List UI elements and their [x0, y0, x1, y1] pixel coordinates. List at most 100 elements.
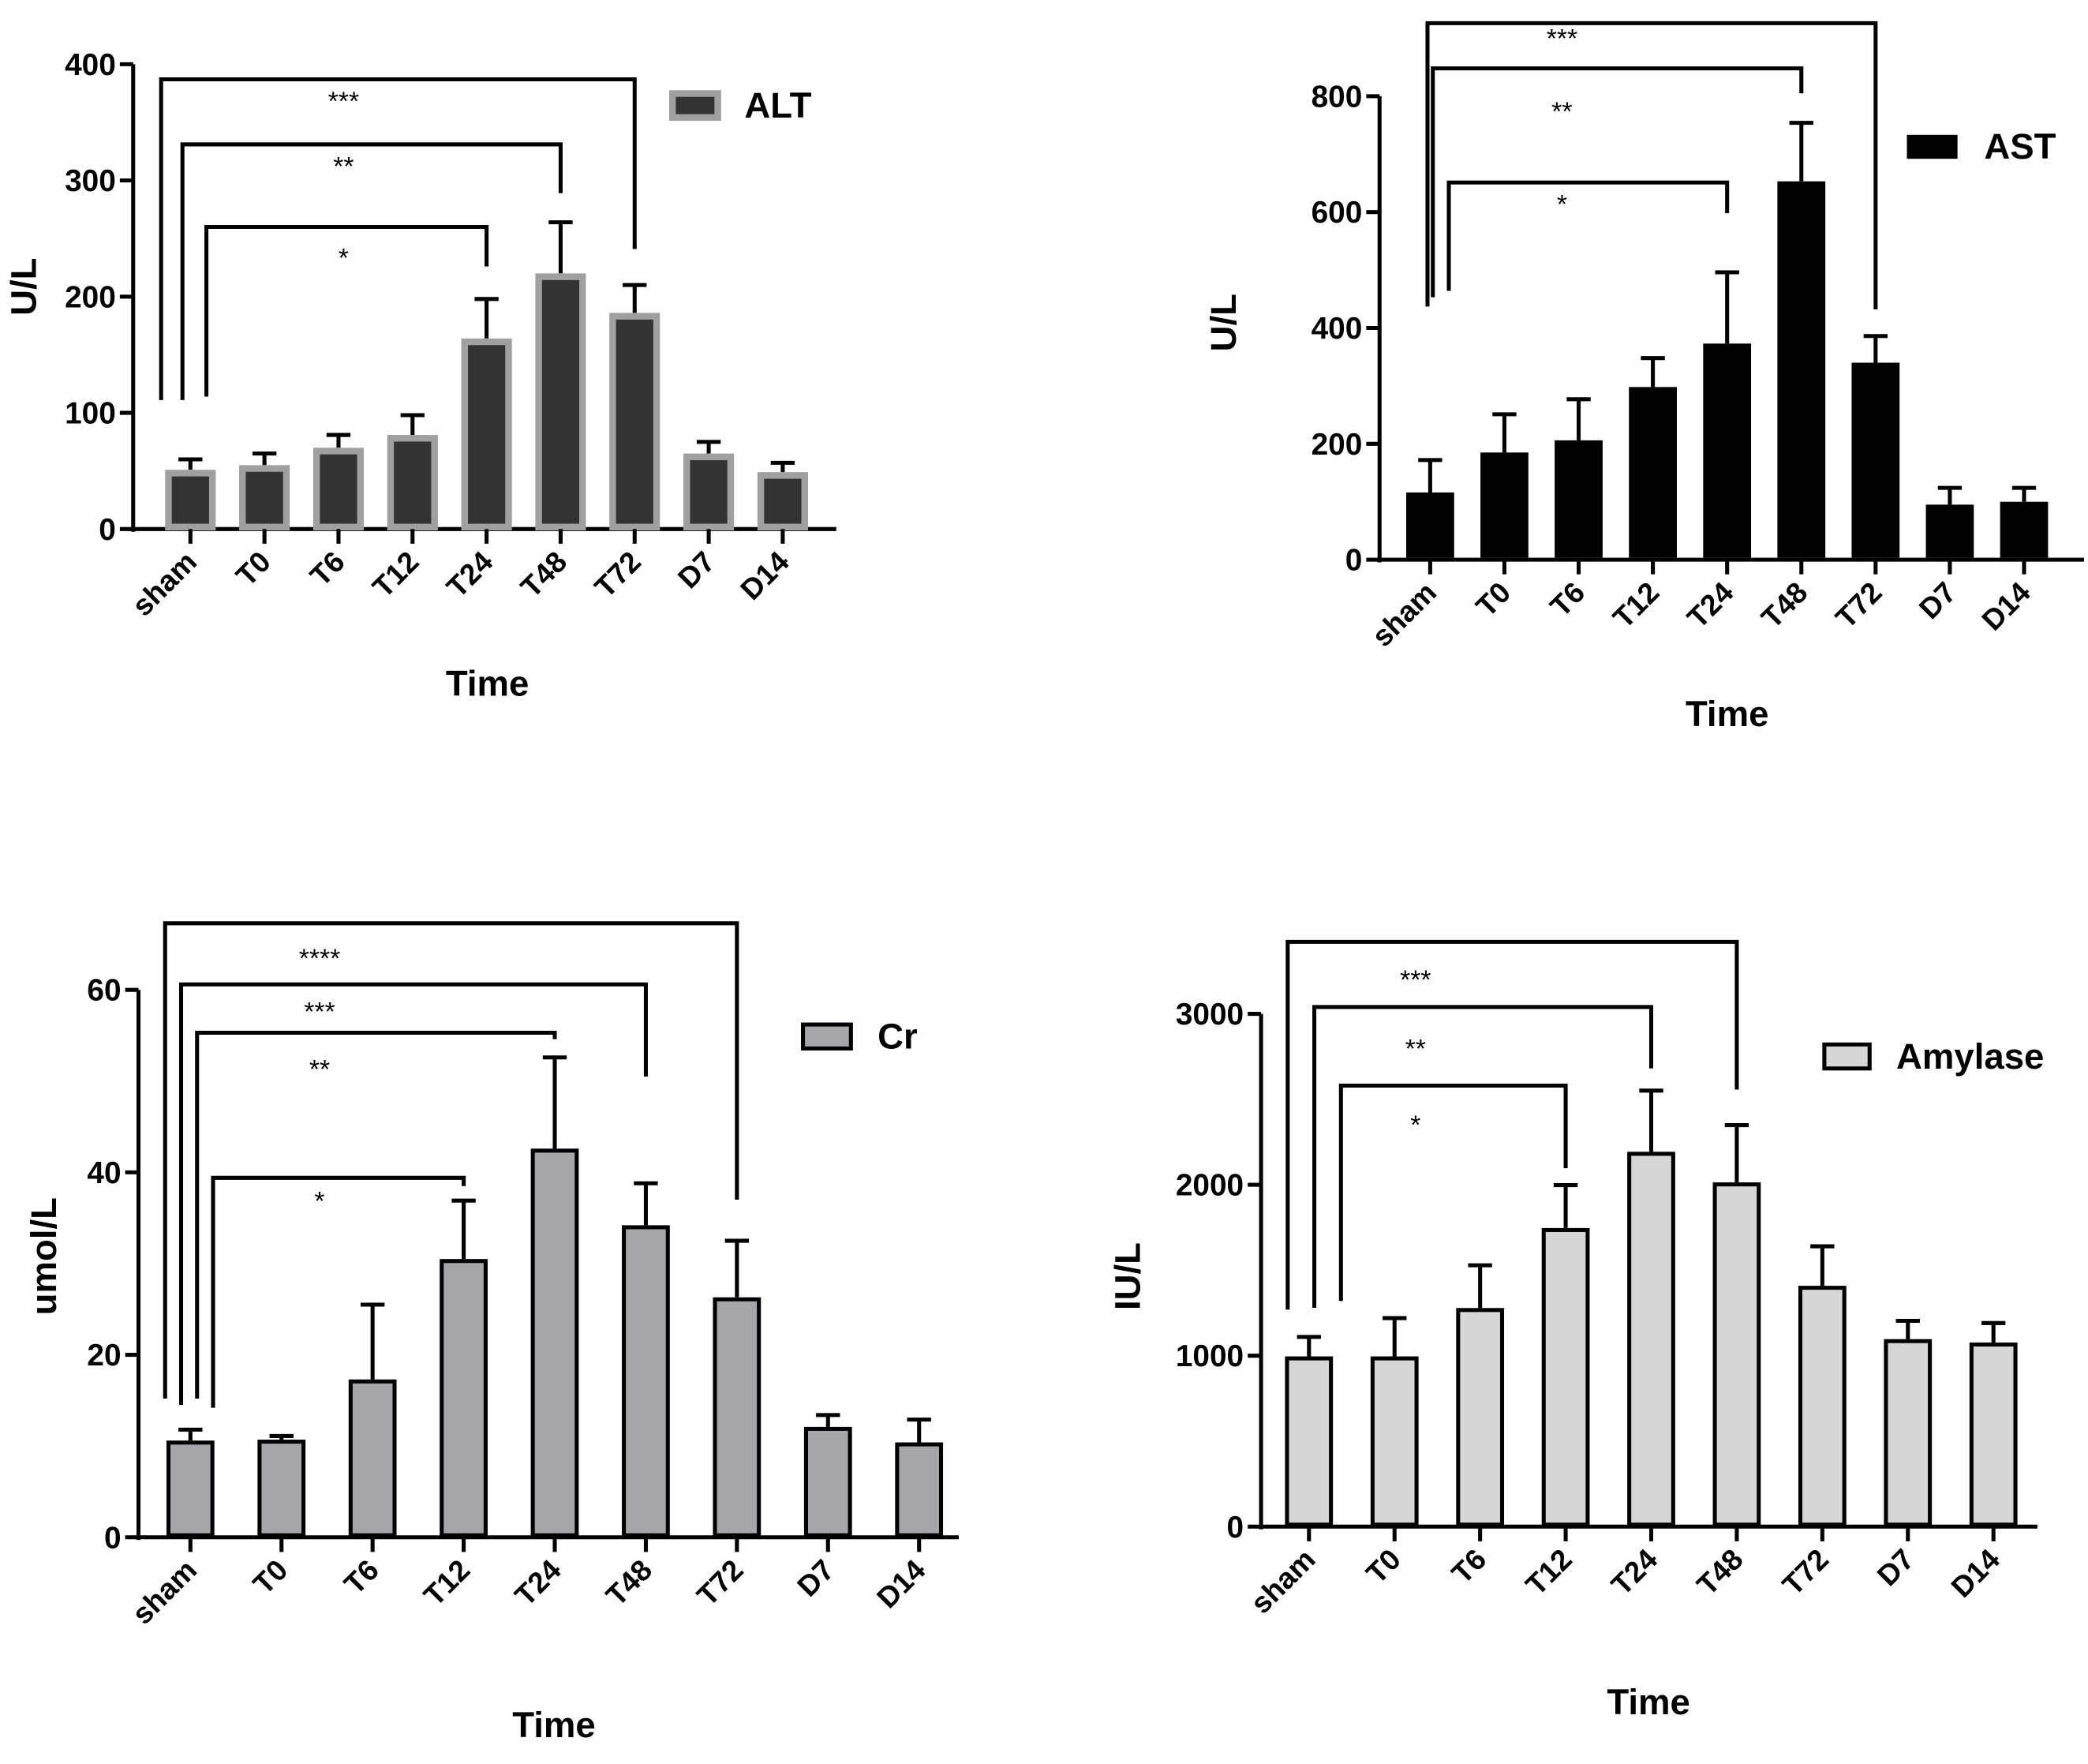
significance-bracket — [195, 1030, 557, 1399]
significance-bracket — [1425, 21, 1878, 310]
x-tick-label: D7 — [672, 545, 721, 594]
x-tick-label: T24 — [1604, 1542, 1663, 1601]
x-tick-label: D14 — [734, 545, 795, 606]
y-tick-label: 600 — [1312, 196, 1363, 230]
x-tick-label: T24 — [440, 545, 499, 604]
x-tick-label: D7 — [791, 1553, 840, 1603]
significance-bracket — [211, 1175, 466, 1408]
significance-label: ** — [1405, 1034, 1426, 1064]
y-tick-label: 40 — [87, 1156, 121, 1190]
x-axis-title: Time — [446, 663, 529, 703]
bar-T48 — [1777, 181, 1826, 558]
y-axis-title: U/L — [1203, 294, 1244, 351]
x-tick-label: T6 — [338, 1553, 385, 1601]
significance-label: * — [314, 1186, 324, 1216]
legend-swatch — [801, 1022, 853, 1051]
y-tick-label: 0 — [104, 1521, 122, 1555]
y-tick-label: 0 — [1345, 544, 1363, 578]
significance-label: *** — [1400, 964, 1431, 994]
bar-D14 — [1969, 1343, 2018, 1527]
bar-T0 — [1370, 1356, 1419, 1527]
significance-label: ** — [333, 152, 354, 182]
y-tick-label: 20 — [87, 1339, 121, 1373]
x-tick-label: sham — [1244, 1542, 1321, 1620]
significance-label: ** — [1551, 96, 1572, 126]
y-tick-label: 2000 — [1176, 1169, 1244, 1203]
bar-T6 — [312, 448, 365, 530]
bar-T48 — [1712, 1182, 1761, 1527]
x-tick-label: T48 — [1690, 1542, 1749, 1601]
x-tick-label: T6 — [1544, 575, 1591, 623]
legend-label: AST — [1984, 126, 2056, 167]
bar-D7 — [683, 453, 735, 531]
y-axis-title: umol/L — [24, 1197, 64, 1315]
bar-T12 — [440, 1259, 488, 1537]
bar-T6 — [348, 1379, 397, 1537]
y-tick-label: 400 — [65, 48, 116, 82]
bar-D7 — [1884, 1339, 1933, 1527]
significance-label: * — [1410, 1110, 1420, 1140]
significance-label: *** — [1547, 24, 1577, 54]
bar-T24 — [1703, 343, 1752, 558]
x-tick-label: T72 — [1829, 575, 1888, 635]
y-axis-title: U/L — [4, 258, 44, 316]
x-tick-label: D14 — [1975, 575, 2037, 637]
x-tick-label: T72 — [1776, 1542, 1835, 1601]
x-tick-label: T72 — [588, 545, 647, 604]
x-tick-label: T6 — [303, 545, 350, 592]
bar-D14 — [895, 1442, 944, 1537]
y-tick-label: 0 — [1227, 1511, 1244, 1545]
bar-T12 — [1629, 387, 1677, 558]
y-tick-label: 3000 — [1176, 998, 1244, 1032]
significance-bracket — [163, 921, 739, 1399]
bar-T24 — [461, 338, 512, 530]
bar-T0 — [257, 1440, 306, 1537]
significance-bracket — [1285, 939, 1739, 1310]
significance-label: ** — [309, 1054, 330, 1084]
x-tick-label: T24 — [1681, 575, 1740, 635]
y-tick-label: 400 — [1312, 312, 1363, 346]
x-tick-label: T72 — [690, 1553, 750, 1612]
bar-T6 — [1456, 1308, 1505, 1527]
x-axis-title: Time — [512, 1705, 595, 1745]
significance-bracket — [1312, 1005, 1654, 1309]
bar-T24 — [1627, 1152, 1675, 1527]
x-axis-title: Time — [1686, 694, 1768, 734]
y-tick-label: 0 — [99, 513, 116, 547]
y-tick-label: 1000 — [1176, 1339, 1244, 1373]
y-tick-label: 800 — [1312, 80, 1363, 114]
bar-T12 — [1541, 1227, 1590, 1527]
legend-label: Cr — [877, 1016, 918, 1056]
bar-T0 — [1480, 452, 1529, 558]
significance-label: * — [339, 243, 349, 273]
significance-label: *** — [304, 997, 335, 1027]
bar-sham — [165, 470, 216, 531]
bar-T6 — [1555, 440, 1603, 558]
x-tick-label: T0 — [1360, 1542, 1407, 1590]
bar-sham — [1406, 492, 1454, 558]
legend-label: ALT — [744, 85, 811, 125]
significance-bracket — [1338, 1083, 1568, 1301]
significance-bracket — [1431, 66, 1804, 298]
x-tick-label: D14 — [870, 1552, 932, 1614]
legend-swatch — [1822, 1042, 1872, 1071]
bar-T72 — [609, 313, 660, 530]
significance-bracket — [159, 77, 637, 400]
bar-T72 — [713, 1297, 761, 1537]
x-tick-label: D7 — [1870, 1542, 1920, 1592]
x-tick-label: T0 — [246, 1553, 294, 1601]
x-tick-label: T48 — [599, 1553, 658, 1612]
legend-label: Amylase — [1896, 1036, 2044, 1077]
y-tick-label: 200 — [65, 280, 116, 314]
x-tick-label: D7 — [1912, 575, 1962, 625]
bar-T24 — [530, 1148, 579, 1537]
bar-D7 — [1925, 504, 1974, 558]
bar-T0 — [239, 465, 290, 531]
y-tick-label: 300 — [65, 164, 116, 198]
x-tick-label: T48 — [1755, 575, 1814, 635]
x-tick-label: T12 — [417, 1553, 476, 1612]
